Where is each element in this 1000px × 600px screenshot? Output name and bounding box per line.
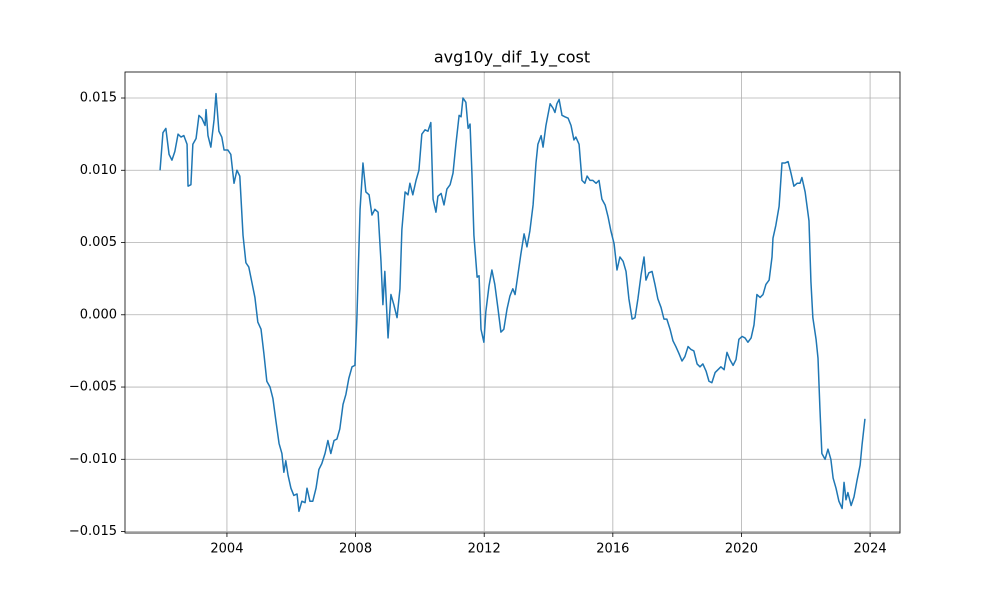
data-line: [159, 92, 866, 513]
x-tick-label: 2020: [725, 542, 758, 557]
plot-frame: [124, 71, 901, 534]
x-tick-label: 2016: [596, 542, 629, 557]
y-tick-label: 0.010: [80, 163, 117, 178]
y-tick-label: −0.010: [69, 452, 117, 467]
y-tick-label: 0.005: [80, 235, 117, 250]
chart-title: avg10y_dif_1y_cost: [434, 48, 590, 68]
x-tick-label: 2008: [339, 542, 372, 557]
x-tick-label: 2012: [468, 542, 501, 557]
x-tick-label: 2024: [854, 542, 887, 557]
x-tick-label: 2004: [210, 542, 243, 557]
y-tick-label: 0.015: [80, 91, 117, 106]
y-tick-label: −0.015: [69, 524, 117, 539]
y-tick-label: 0.000: [80, 307, 117, 322]
y-tick-label: −0.005: [69, 380, 117, 395]
